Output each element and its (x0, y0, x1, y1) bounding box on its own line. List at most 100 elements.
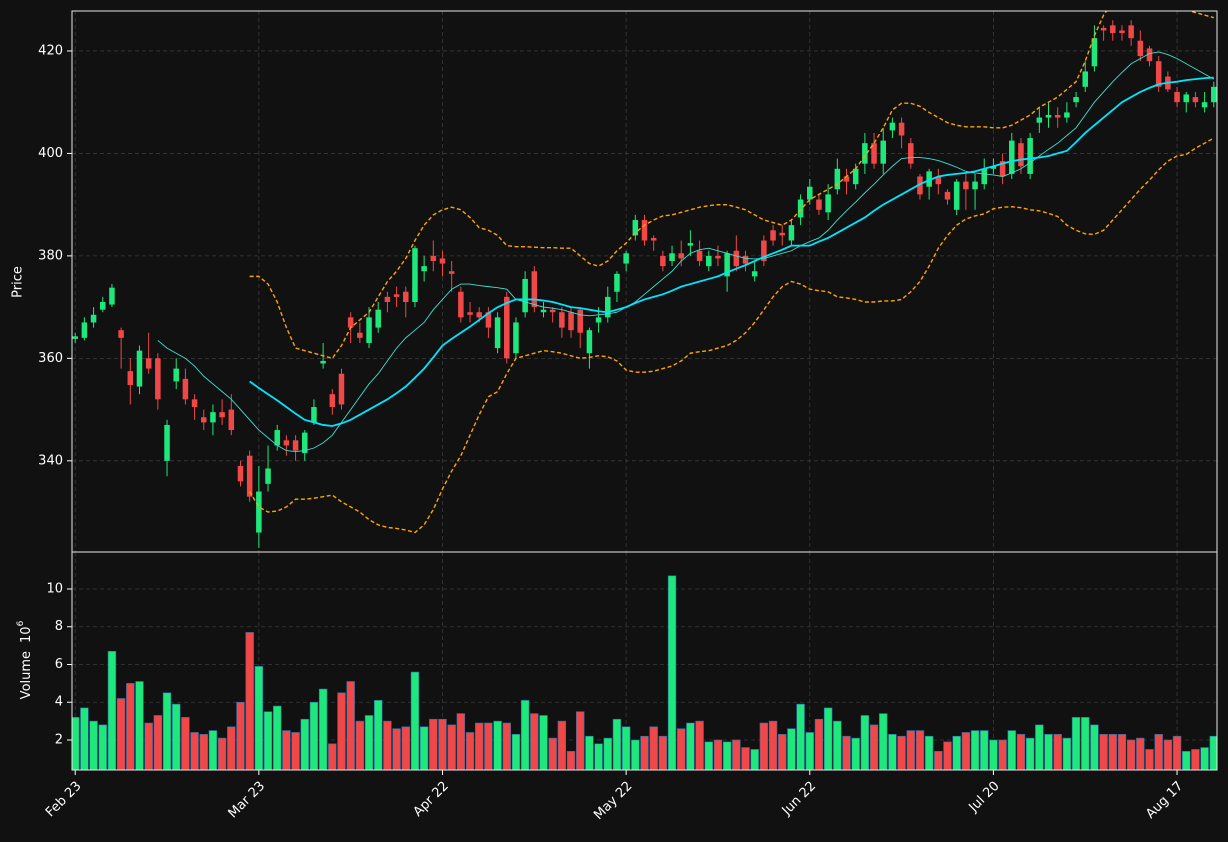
volume-bar (1108, 734, 1117, 770)
volume-label: Volume (19, 651, 34, 699)
volume-bar (539, 715, 548, 770)
volume-bar (934, 751, 943, 770)
candle-body (228, 409, 235, 431)
candle-body (366, 317, 372, 343)
volume-bar (291, 732, 300, 770)
volume-bar (217, 737, 227, 770)
volume-bar (1099, 734, 1108, 770)
volume-bar (612, 718, 622, 770)
candle-body (109, 287, 115, 305)
volume-bar (273, 705, 282, 770)
volume-bar (970, 730, 980, 770)
candle-body (577, 309, 583, 333)
candle-body (467, 312, 473, 315)
candle-body (458, 291, 464, 318)
volume-bar (374, 700, 383, 770)
volume-tick-label: 2 (55, 732, 63, 747)
volume-bar (1163, 739, 1173, 770)
volume-bar (484, 722, 493, 770)
candle-body (448, 271, 455, 274)
candle-body (100, 301, 106, 310)
volume-bar (842, 735, 851, 770)
candle-body (329, 394, 336, 408)
volume-bar (787, 728, 796, 770)
candle-body (430, 255, 437, 262)
volume-bar (511, 734, 521, 770)
volume-bar (695, 720, 704, 770)
candle-body (265, 468, 271, 484)
candle-body (1036, 117, 1043, 123)
candle-body (669, 253, 675, 262)
overlay-line (249, 11, 1214, 360)
volume-bar (318, 688, 328, 770)
candle-body (990, 166, 997, 169)
volume-bar (245, 632, 254, 770)
candle-body (375, 309, 381, 328)
volume-bar (640, 735, 649, 770)
volume-tick-label: 10 (46, 581, 63, 596)
candle-body (568, 312, 574, 331)
volume-bar (135, 681, 144, 770)
candle-body (421, 266, 427, 272)
volume-bar (741, 747, 750, 770)
candle-body (292, 440, 299, 451)
candle-body (476, 312, 482, 318)
candle-body (816, 199, 822, 210)
candle-body (311, 407, 317, 423)
candle-body (1054, 114, 1061, 118)
volume-bar (493, 720, 502, 770)
volume-bar (1071, 717, 1081, 770)
candle-body (1082, 71, 1088, 87)
volume-bar (1044, 734, 1053, 770)
candle-body (384, 296, 391, 302)
volume-bar (980, 730, 989, 770)
volume-bar (621, 726, 631, 770)
volume-bar (1062, 737, 1072, 770)
volume-bar (989, 739, 998, 770)
candle-body (999, 161, 1006, 177)
volume-bar (181, 717, 190, 770)
volume-bar (410, 671, 420, 770)
candle-body (485, 312, 492, 328)
candle-body (1073, 97, 1079, 103)
volume-bar (924, 735, 934, 770)
volume-bar (557, 720, 567, 770)
volume-bar (879, 713, 888, 770)
candle-body (687, 243, 694, 246)
candle-body (1045, 114, 1052, 118)
candle-body (632, 220, 639, 236)
volume-axis-label: Volume 106 (16, 620, 34, 699)
candle-body (201, 417, 207, 423)
candle-body (347, 317, 354, 328)
candle-body (320, 360, 326, 364)
volume-bar (603, 737, 612, 770)
candle-body (338, 373, 345, 405)
volume-bar (153, 715, 163, 770)
volume-bar (236, 701, 245, 770)
candle-body (513, 322, 519, 354)
candle-body (283, 440, 290, 446)
candle-body (1027, 138, 1033, 174)
volume-panel (72, 575, 1217, 770)
volume-bar (732, 739, 741, 770)
volume-bar (254, 666, 264, 770)
candle-body (724, 253, 730, 277)
candle-body (118, 330, 124, 338)
volume-bar (778, 734, 787, 770)
candle-body (1192, 97, 1199, 103)
candle-body (1174, 91, 1180, 103)
candle-body (843, 176, 850, 182)
volume-bar (1081, 717, 1090, 770)
candle-body (90, 314, 97, 323)
volume-bar (1209, 735, 1217, 770)
volume-bar (328, 743, 337, 770)
candle-body (825, 194, 831, 213)
candle-body (302, 432, 308, 454)
volume-bar (1053, 734, 1062, 770)
volume-bar (713, 739, 723, 770)
volume-bar (860, 715, 870, 770)
candle-body (733, 250, 740, 267)
volume-tick-label: 6 (55, 657, 63, 672)
candle-body (393, 294, 400, 297)
